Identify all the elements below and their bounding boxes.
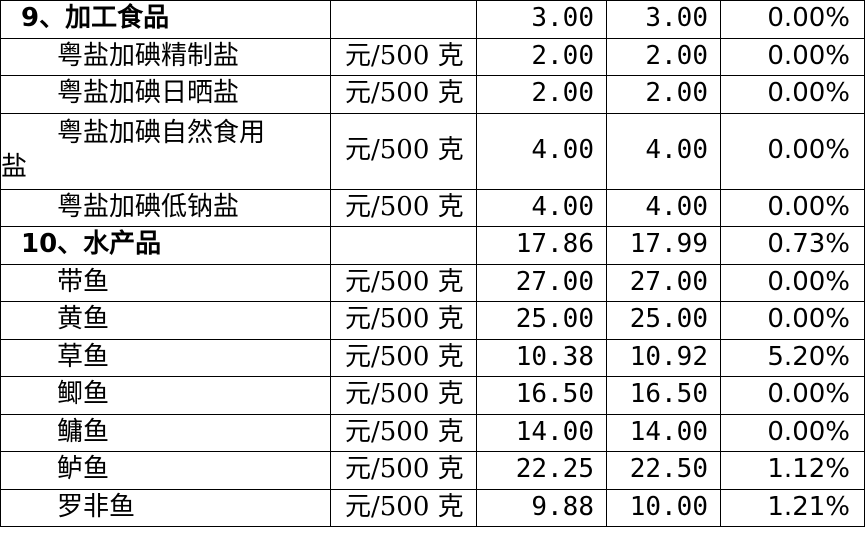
product-name-cell: 鲈鱼 (0, 451, 331, 490)
product-name-cell: 鲫鱼 (0, 376, 331, 415)
table-row: 草鱼 元/500 克 10.38 10.92 5.20% (0, 338, 865, 377)
current-price-cell: 25.00 (606, 301, 721, 340)
price-table: 9、加工食品 3.00 3.00 0.00% 粤盐加碘精制盐 元/500 克 2.00 2.0… (0, 0, 865, 527)
change-percent-cell: 0.00% (720, 188, 865, 227)
previous-price-cell: 14.00 (476, 413, 607, 452)
table-row: 鲫鱼 元/500 克 16.50 16.50 0.00% (0, 376, 865, 415)
product-name-line1: 粤盐加碘自然食用 (57, 118, 266, 149)
previous-price-cell: 16.50 (476, 376, 607, 415)
unit-cell: 元/500 克 (330, 112, 477, 190)
product-name-cell: 罗非鱼 (0, 488, 331, 527)
previous-price-cell: 27.00 (476, 263, 607, 302)
table-row: 粤盐加碘精制盐 元/500 克 2.00 2.00 0.00% (0, 37, 865, 76)
page-edge (0, 546, 868, 550)
change-percent-cell: 0.00% (720, 112, 865, 190)
unit-cell: 元/500 克 (330, 188, 477, 227)
previous-price-cell: 3.00 (476, 0, 607, 39)
previous-price-cell: 22.25 (476, 451, 607, 490)
current-price-cell: 10.92 (606, 338, 721, 377)
current-price-cell: 27.00 (606, 263, 721, 302)
product-name-cell: 粤盐加碘自然食用盐 (0, 112, 331, 190)
previous-price-cell: 10.38 (476, 338, 607, 377)
category-row: 10、水产品 17.86 17.99 0.73% (0, 226, 865, 265)
unit-cell: 元/500 克 (330, 37, 477, 76)
product-name-cell: 粤盐加碘精制盐 (0, 37, 331, 76)
unit-cell: 元/500 克 (330, 301, 477, 340)
unit-cell (330, 0, 477, 39)
table-row: 带鱼 元/500 克 27.00 27.00 0.00% (0, 263, 865, 302)
change-percent-cell: 0.00% (720, 37, 865, 76)
previous-price-cell: 2.00 (476, 75, 607, 114)
change-percent-cell: 0.00% (720, 413, 865, 452)
change-percent-cell: 0.00% (720, 0, 865, 39)
previous-price-cell: 4.00 (476, 112, 607, 190)
product-name-cell: 带鱼 (0, 263, 331, 302)
previous-price-cell: 9.88 (476, 488, 607, 527)
table-row: 鳙鱼 元/500 克 14.00 14.00 0.00% (0, 413, 865, 452)
unit-cell: 元/500 克 (330, 75, 477, 114)
unit-cell: 元/500 克 (330, 263, 477, 302)
change-percent-cell: 0.00% (720, 75, 865, 114)
table-row: 粤盐加碘自然食用盐元/500 克 4.00 4.00 0.00% (0, 112, 865, 190)
unit-cell: 元/500 克 (330, 488, 477, 527)
current-price-cell: 2.00 (606, 75, 721, 114)
current-price-cell: 22.50 (606, 451, 721, 490)
unit-cell: 元/500 克 (330, 451, 477, 490)
previous-price-cell: 17.86 (476, 226, 607, 265)
product-name-line2: 盐 (1, 152, 28, 182)
current-price-cell: 3.00 (606, 0, 721, 39)
product-name-cell: 鳙鱼 (0, 413, 331, 452)
product-name-cell: 粤盐加碘低钠盐 (0, 188, 331, 227)
table-row: 粤盐加碘日晒盐 元/500 克 2.00 2.00 0.00% (0, 75, 865, 114)
unit-cell (330, 226, 477, 265)
previous-price-cell: 25.00 (476, 301, 607, 340)
change-percent-cell: 5.20% (720, 338, 865, 377)
table-row: 粤盐加碘低钠盐 元/500 克 4.00 4.00 0.00% (0, 188, 865, 227)
change-percent-cell: 0.00% (720, 376, 865, 415)
table-row: 黄鱼 元/500 克 25.00 25.00 0.00% (0, 301, 865, 340)
category-row: 9、加工食品 3.00 3.00 0.00% (0, 0, 865, 39)
current-price-cell: 4.00 (606, 112, 721, 190)
product-name-cell: 10、水产品 (0, 226, 331, 265)
unit-cell: 元/500 克 (330, 338, 477, 377)
current-price-cell: 16.50 (606, 376, 721, 415)
change-percent-cell: 0.73% (720, 226, 865, 265)
change-percent-cell: 1.21% (720, 488, 865, 527)
current-price-cell: 14.00 (606, 413, 721, 452)
current-price-cell: 2.00 (606, 37, 721, 76)
unit-cell: 元/500 克 (330, 376, 477, 415)
table-body: 9、加工食品 3.00 3.00 0.00% 粤盐加碘精制盐 元/500 克 2.00 2.0… (0, 0, 865, 527)
table-row: 罗非鱼 元/500 克 9.88 10.00 1.21% (0, 488, 865, 527)
product-name-cell: 粤盐加碘日晒盐 (0, 75, 331, 114)
change-percent-cell: 1.12% (720, 451, 865, 490)
current-price-cell: 17.99 (606, 226, 721, 265)
current-price-cell: 10.00 (606, 488, 721, 527)
product-name-cell: 黄鱼 (0, 301, 331, 340)
table-row: 鲈鱼 元/500 克 22.25 22.50 1.12% (0, 451, 865, 490)
previous-price-cell: 2.00 (476, 37, 607, 76)
unit-cell: 元/500 克 (330, 413, 477, 452)
change-percent-cell: 0.00% (720, 301, 865, 340)
current-price-cell: 4.00 (606, 188, 721, 227)
product-name-cell: 草鱼 (0, 338, 331, 377)
product-name-cell: 9、加工食品 (0, 0, 331, 39)
previous-price-cell: 4.00 (476, 188, 607, 227)
change-percent-cell: 0.00% (720, 263, 865, 302)
